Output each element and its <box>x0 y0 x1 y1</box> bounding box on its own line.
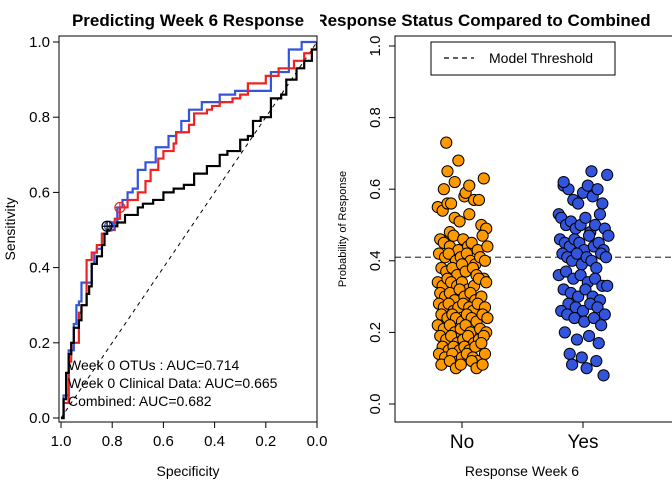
prob-title: Response Status Compared to Combined <box>315 11 650 30</box>
roc-diagonal <box>60 41 317 419</box>
point-yes <box>592 337 605 350</box>
probability-panel: Response Status Compared to Combined 0.0… <box>315 11 672 479</box>
prob-points <box>431 136 615 382</box>
point-yes <box>566 358 579 371</box>
roc-annotation-combined: Combined: AUC=0.682 <box>68 393 212 409</box>
roc-x-tick-label: 1.0 <box>51 433 72 450</box>
prob-x-tick-label: No <box>450 432 474 453</box>
roc-ylabel: Sensitivity <box>2 197 18 260</box>
prob-ylabel: Probability of Response <box>337 171 349 287</box>
roc-annotation-clinical: Week 0 Clinical Data: AUC=0.665 <box>68 375 278 391</box>
legend-label: Model Threshold <box>489 50 593 66</box>
roc-y-tick-label: 0.0 <box>29 410 50 427</box>
roc-threshold-markers <box>101 201 126 232</box>
point-yes <box>585 165 598 178</box>
point-yes <box>574 269 587 282</box>
point-no <box>445 197 458 210</box>
point-yes <box>590 261 603 275</box>
point-yes <box>563 347 576 360</box>
point-no <box>480 276 493 289</box>
point-yes <box>557 175 570 189</box>
point-yes <box>579 211 592 224</box>
point-yes <box>590 354 603 368</box>
point-yes <box>598 308 611 321</box>
prob-y-tick-label: 0.6 <box>367 179 384 200</box>
legend-box <box>430 41 616 76</box>
point-yes <box>596 197 609 210</box>
roc-y-tick-label: 0.4 <box>29 260 50 277</box>
point-no <box>441 165 454 178</box>
point-no <box>476 358 489 371</box>
point-no <box>452 154 465 167</box>
roc-threshold-marker <box>101 220 113 232</box>
roc-x-tick-label: 0.8 <box>102 433 123 450</box>
point-yes <box>559 265 573 278</box>
roc-x-tick-label: 0.4 <box>204 433 225 450</box>
point-no <box>463 179 476 192</box>
point-no <box>477 172 490 185</box>
point-no <box>478 254 492 267</box>
roc-x-tick-label: 0.0 <box>307 433 328 450</box>
prob-y-tick-label: 0.8 <box>367 107 384 128</box>
point-yes <box>591 301 604 314</box>
point-no <box>481 240 494 253</box>
point-no <box>476 229 489 242</box>
point-no <box>453 215 466 228</box>
roc-reference-line <box>60 41 317 419</box>
prob-xlabel: Response Week 6 <box>465 463 579 479</box>
point-yes <box>587 311 600 325</box>
roc-panel: Predicting Week 6 Response 1.0 0.8 0.6 0.4 0… <box>2 11 327 479</box>
point-no <box>463 208 476 221</box>
point-no <box>442 247 455 260</box>
point-yes <box>572 197 585 210</box>
roc-y-tick-label: 1.0 <box>29 34 50 51</box>
point-yes <box>558 326 571 339</box>
point-no <box>472 193 486 207</box>
point-yes <box>597 369 610 382</box>
point-yes <box>575 351 588 364</box>
point-yes <box>601 168 614 181</box>
point-no <box>454 358 467 371</box>
roc-title: Predicting Week 6 Response <box>72 11 304 30</box>
point-no <box>481 311 494 325</box>
point-yes <box>602 229 615 242</box>
point-yes <box>579 283 592 296</box>
roc-curves <box>61 40 317 420</box>
prob-legend: Model Threshold <box>430 41 616 76</box>
roc-y-tick-label: 0.8 <box>29 109 50 126</box>
prob-y-tick-label: 1.0 <box>367 36 384 57</box>
roc-curve-otus <box>61 40 317 420</box>
point-no <box>475 337 488 350</box>
prob-y-tick-label: 0.2 <box>367 322 384 343</box>
prob-y-tick-label: 0.4 <box>367 250 384 271</box>
point-no <box>478 347 492 360</box>
prob-plot-box <box>394 35 672 423</box>
point-yes <box>582 229 596 242</box>
roc-xlabel: Specificity <box>156 463 219 479</box>
point-yes <box>595 319 608 332</box>
roc-curve-clinical <box>61 42 317 420</box>
roc-x-tick-label: 0.2 <box>255 433 276 450</box>
roc-y-tick-label: 0.2 <box>29 335 50 352</box>
roc-curve-combined <box>61 42 317 420</box>
roc-threshold-marker <box>114 201 126 214</box>
point-yes <box>589 272 602 285</box>
point-no <box>440 136 453 149</box>
point-no <box>448 175 461 189</box>
point-yes <box>599 251 613 264</box>
prob-y-tick-label: 0.0 <box>367 394 384 415</box>
prob-x-tick-label: Yes <box>568 432 599 453</box>
roc-y-tick-label: 0.6 <box>29 184 50 201</box>
point-yes <box>591 183 604 196</box>
point-yes <box>580 362 593 375</box>
point-yes <box>593 208 607 221</box>
roc-axes: 1.0 0.8 0.6 0.4 0.2 0.0 0.0 0.2 0.4 0.6 0.8 1.0 <box>29 34 327 450</box>
point-yes <box>582 329 596 343</box>
point-yes <box>601 279 614 292</box>
point-yes <box>570 333 584 346</box>
roc-x-tick-label: 0.6 <box>153 433 174 450</box>
roc-annotation-otus: Week 0 OTUs : AUC=0.714 <box>68 357 240 373</box>
point-no <box>437 183 450 196</box>
